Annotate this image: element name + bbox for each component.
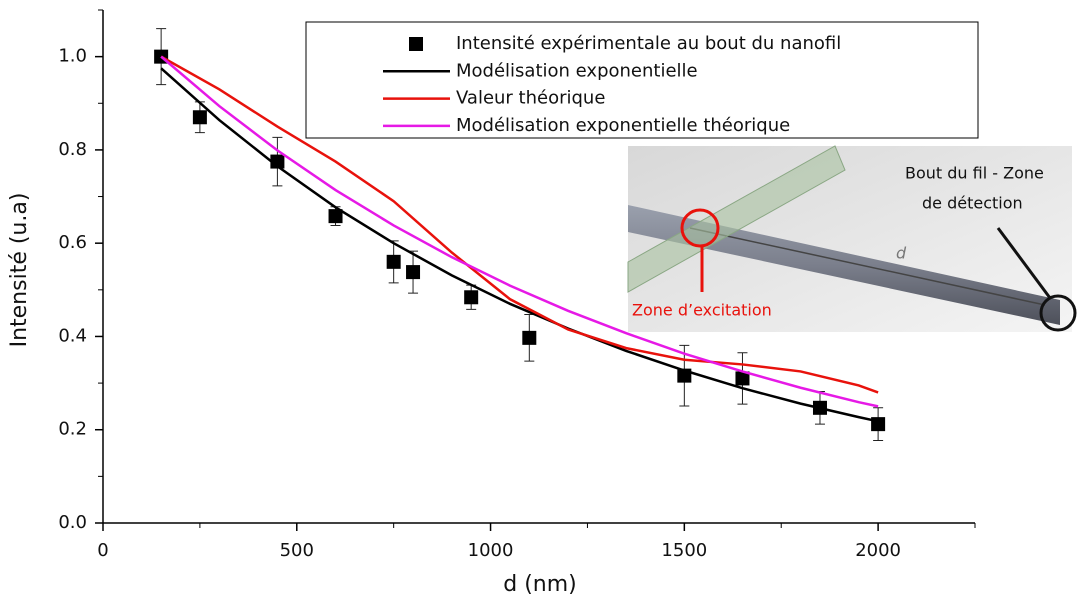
distance-arrow <box>689 227 1046 306</box>
inset: Bout du fil - Zone de détection d Zone d… <box>627 145 1077 332</box>
distance-label: d <box>896 244 907 263</box>
y-tick-label: 0.8 <box>58 139 87 160</box>
data-point <box>386 254 401 269</box>
detection-circle <box>1039 294 1077 332</box>
x-tick-label: 2000 <box>855 540 901 561</box>
y-tick-label: 0.6 <box>58 232 87 253</box>
series-line <box>160 55 879 394</box>
x-tick-label: 0 <box>97 540 108 561</box>
data-point <box>328 209 343 224</box>
detection-label: Bout du fil - Zone <box>905 164 1044 183</box>
legend-label: Valeur théorique <box>456 88 605 109</box>
detection-pointer <box>996 227 1052 299</box>
y-tick-label: 0.0 <box>58 512 87 533</box>
series-line <box>160 67 879 423</box>
detection-label: de détection <box>922 194 1023 213</box>
data-point <box>735 371 750 386</box>
excitation-label: Zone d’excitation <box>632 301 772 320</box>
series-line <box>160 55 879 408</box>
data-point <box>406 265 421 280</box>
excitation-circle <box>680 208 720 248</box>
x-tick-label: 1500 <box>661 540 707 561</box>
legend-label: Intensité expérimentale au bout du nanof… <box>456 33 841 54</box>
data-point <box>192 110 207 125</box>
legend-label: Modélisation exponentielle <box>456 60 698 81</box>
legend-label: Modélisation exponentielle théorique <box>456 115 790 136</box>
legend-marker <box>409 37 423 51</box>
y-tick-label: 0.2 <box>58 419 87 440</box>
nanowire <box>628 205 1060 325</box>
y-tick-label: 0.4 <box>58 325 87 346</box>
data-point <box>464 290 479 305</box>
x-tick-label: 1000 <box>468 540 514 561</box>
x-axis-label: d (nm) <box>503 572 577 597</box>
data-point <box>522 330 537 345</box>
y-tick-label: 1.0 <box>58 46 87 67</box>
excitation-fiber <box>627 145 846 293</box>
y-axis-label: Intensité (u.a) <box>7 193 32 348</box>
data-point <box>270 154 285 169</box>
x-tick-label: 500 <box>280 540 314 561</box>
